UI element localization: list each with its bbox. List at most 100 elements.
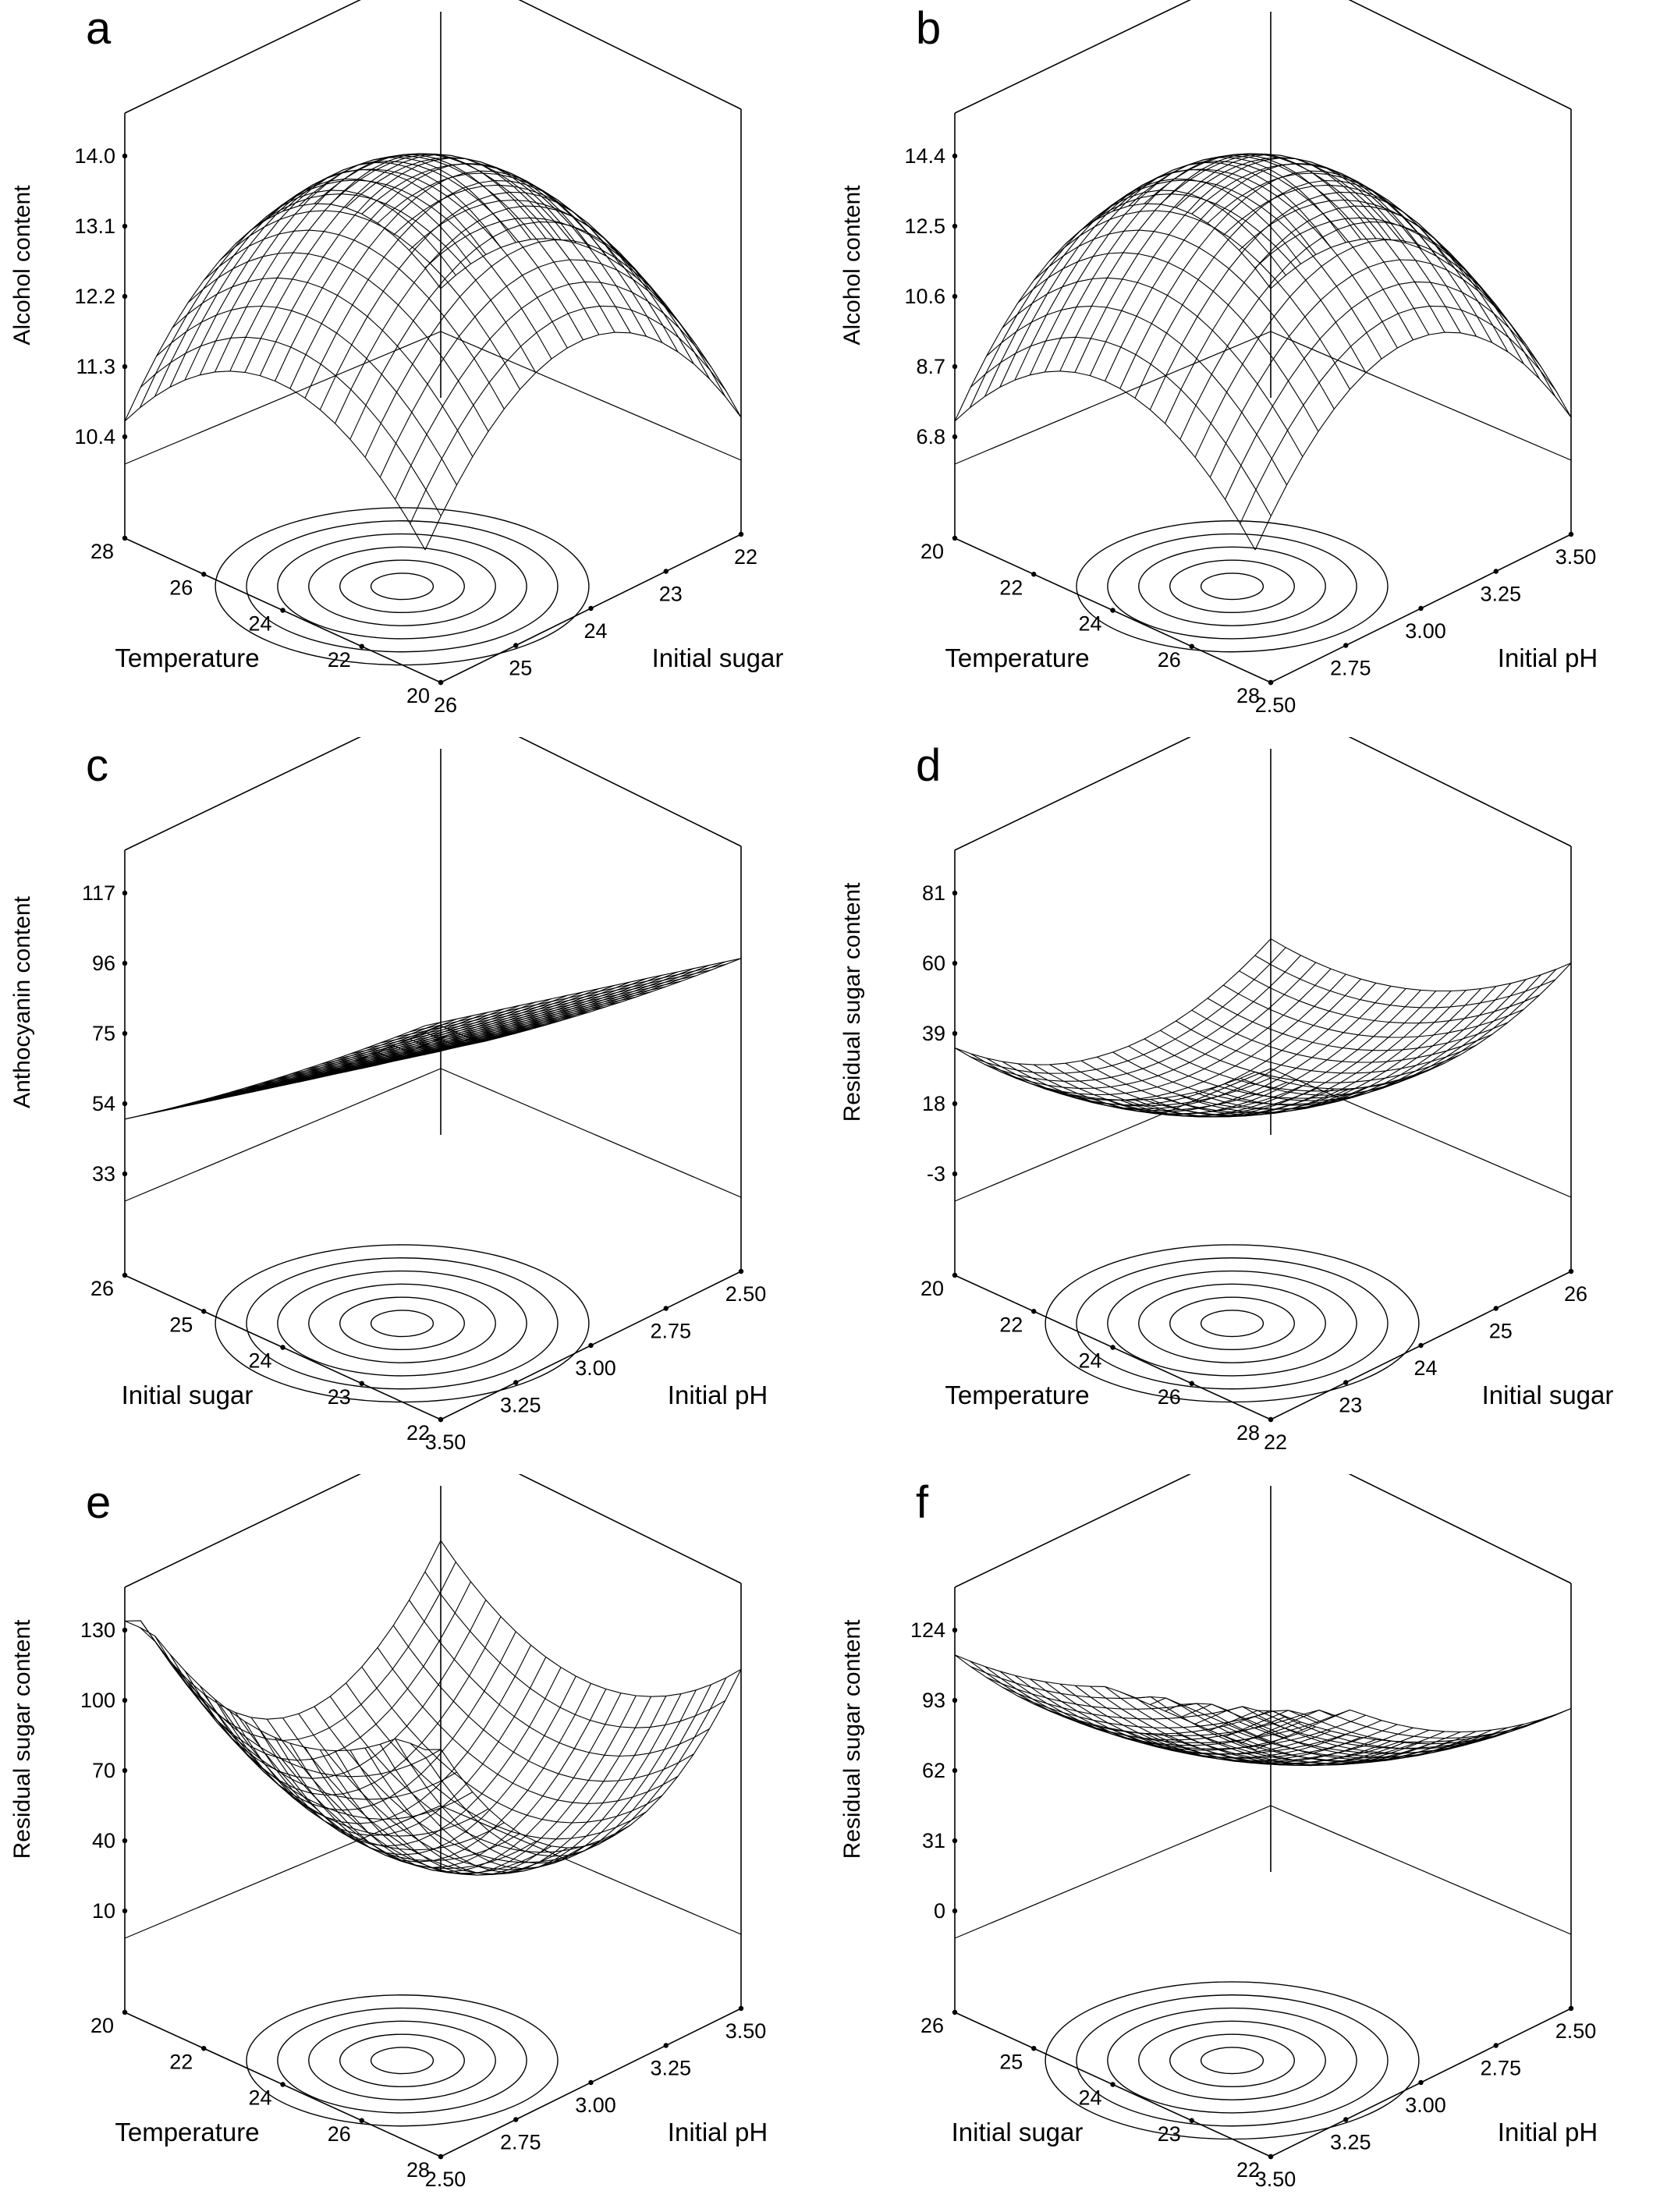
left-tick-label: 24 [1078,1349,1101,1373]
right-tick-label: 2.75 [1480,2057,1521,2080]
mesh-line [319,191,637,410]
mesh-line [361,1666,663,1824]
z-tick-label: 8.7 [916,355,945,378]
box-frame [954,1474,1572,2157]
mesh-line [156,1643,457,1800]
left-tick-label: 26 [169,576,193,599]
left-tick-label: 26 [90,1277,114,1300]
left-tick-label: 28 [90,540,114,563]
contour-lines [246,1994,559,2127]
z-tick-mark [952,1697,958,1703]
left-tick-label: 24 [1078,612,1101,636]
mesh-line [1254,217,1556,397]
mesh-line [346,978,647,1069]
mesh-line [289,1689,607,1868]
right-tick-mark [1418,1342,1424,1349]
mesh-line [364,1693,682,1873]
right-tick-label: 2.50 [725,1282,767,1306]
contour-line [246,520,559,653]
mesh-line [1144,1038,1445,1092]
right-tick-label: 3.50 [1255,2168,1296,2191]
top-right-edge [1348,0,1572,110]
z-axis-label: Residual sugar content [839,1619,865,1859]
right-tick-mark [1268,1416,1274,1423]
z-tick-label: 40 [92,1829,115,1852]
z-tick-mark [952,434,958,440]
left-tick-label: 22 [406,1421,430,1445]
mesh-line [275,1011,591,1079]
mesh-line [440,238,742,418]
left-tick-label: 20 [920,540,944,563]
floor-back-right [1270,1068,1572,1198]
z-tick-label: 0 [934,1899,945,1923]
mesh-line [140,1022,442,1116]
top-right-edge [518,0,742,110]
floor-back-left [954,1805,1272,1939]
mesh-line [393,968,694,1056]
right-tick-label: 24 [583,619,607,643]
mesh-line [169,1600,487,1779]
panel-f: f 0 31 62 93 124 Residual sugar content 26 25 24 2… [830,1474,1660,2211]
mesh-line [1165,988,1481,1115]
contour-line [308,2020,496,2100]
mesh-line [1134,991,1452,1118]
right-tick-mark [738,1268,744,1274]
mesh-line [1194,239,1512,458]
mesh-line [424,1571,726,1728]
mesh-line [1270,238,1572,418]
right-tick-label: 2.50 [1255,693,1296,717]
z-tick-mark [122,1627,128,1633]
mesh-line [410,305,727,524]
z-tick-mark [952,1908,958,1914]
top-right-edge [518,737,742,847]
mesh-line [424,1668,742,1849]
left-axis: 20 22 24 26 28 Temperature [920,1272,1274,1445]
surface-mesh [954,938,1572,1118]
mesh-line [970,336,1272,516]
mesh-line [140,1620,442,1778]
contour-line [339,559,466,614]
left-tick-mark [122,1272,128,1278]
surface-mesh [954,1654,1572,1767]
mesh-line [1176,1731,1477,1766]
left-tick-mark [952,2009,958,2015]
mesh-line [156,1018,457,1113]
left-axis: 26 25 24 23 22 Initial sugar [920,2009,1274,2182]
z-tick-mark [122,1908,128,1914]
mesh-line [377,971,679,1059]
left-tick-mark [1189,2118,1194,2123]
right-tick-label: 24 [1413,1356,1437,1380]
mesh-line [1254,1707,1572,1750]
mesh-line [1191,1009,1493,1063]
right-tick-mark [1493,569,1499,574]
right-tick-label: 2.75 [1330,657,1371,680]
right-tick-label: 3.50 [1555,545,1597,569]
mesh-line [349,1696,667,1875]
floor-back-left [124,1068,442,1202]
right-tick-label: 3.25 [650,2057,691,2080]
left-tick-mark [952,1272,958,1278]
mesh-line [1065,193,1367,374]
box-frame [124,737,742,1420]
right-tick-mark [1493,1306,1499,1311]
z-tick-label: 12.5 [904,214,945,238]
left-tick-mark [122,535,128,541]
right-axis-label: Initial pH [1498,643,1598,672]
z-tick-mark [952,223,958,229]
mesh-line [1149,191,1467,410]
right-tick-label: 2.50 [425,2168,466,2191]
mesh-line [970,1666,1272,1744]
mesh-line [1105,990,1421,1117]
z-axis: 10 40 70 100 130 Residual sugar content [9,1618,128,1923]
z-tick-mark [122,1767,128,1774]
right-tick-label: 3.25 [1330,2131,1371,2154]
mesh-line [289,1006,606,1075]
right-tick-label: 3.00 [1405,619,1446,643]
mesh-line [395,281,711,500]
z-tick-mark [952,1030,958,1037]
right-tick-mark [1418,605,1424,611]
right-axis: 2.50 2.75 3.00 3.25 3.50 Initial pH [1255,531,1598,717]
mesh-line [335,1696,651,1876]
right-tick-label: 2.75 [500,2131,541,2154]
right-axis: 3.50 3.25 3.00 2.75 2.50 Initial pH [425,1268,768,1454]
